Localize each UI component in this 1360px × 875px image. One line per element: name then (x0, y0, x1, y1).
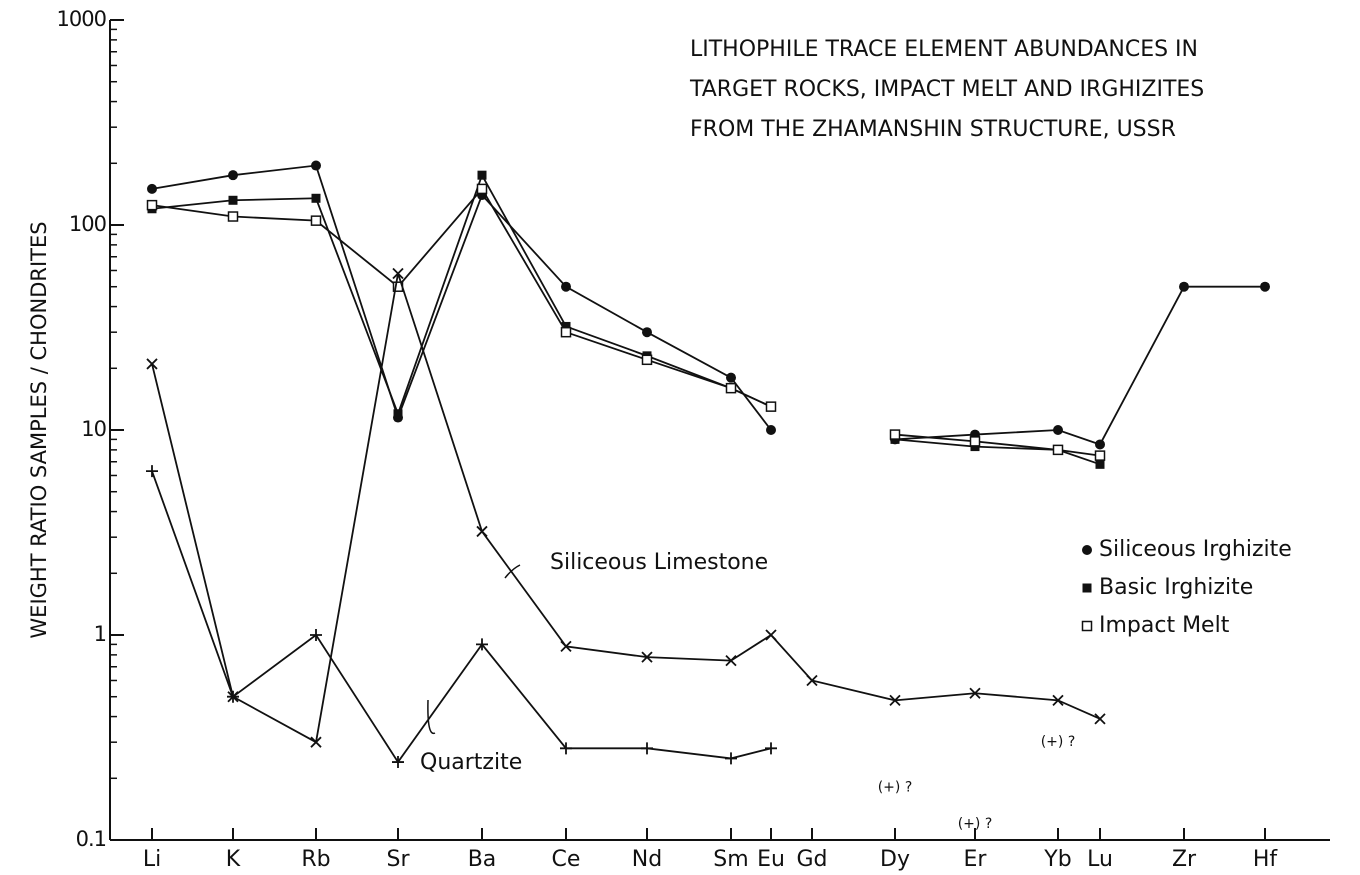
marker (641, 742, 653, 755)
marker (228, 195, 238, 205)
series-line (151, 187, 1101, 457)
x-tick-label: Li (143, 847, 161, 872)
marker (392, 756, 404, 769)
marker (146, 199, 158, 211)
marker (392, 267, 404, 280)
marker (311, 160, 321, 171)
marker (393, 409, 403, 419)
x-tick-label: Er (964, 847, 988, 872)
chart-title: LITHOPHILE TRACE ELEMENT ABUNDANCES IN (690, 37, 1198, 62)
marker (477, 170, 487, 180)
marker (766, 425, 776, 435)
chart-title: TARGET ROCKS, IMPACT MELT AND IRGHIZITES (689, 77, 1204, 102)
marker (725, 382, 737, 394)
x-tick-label: Ba (468, 847, 497, 872)
marker (1179, 281, 1189, 292)
marker (560, 326, 572, 338)
marker (560, 640, 572, 653)
x-tick-label: Lu (1087, 847, 1113, 872)
marker (1095, 439, 1105, 450)
marker (1095, 459, 1105, 469)
marker (726, 372, 736, 383)
marker (806, 674, 818, 687)
marker (1052, 444, 1064, 456)
marker (560, 742, 572, 755)
x-tick-label: Zr (1172, 847, 1197, 872)
marker (642, 327, 652, 338)
legend-label: Basic Irghizite (1099, 575, 1253, 600)
x-tick-label: Dy (880, 847, 910, 872)
leader-line (504, 564, 521, 579)
x-tick-label: Sm (713, 847, 748, 872)
annotation: (+) ? (878, 780, 913, 796)
marker (765, 629, 777, 641)
series-line (151, 273, 1101, 744)
y-axis-label: WEIGHT RATIO SAMPLES / CHONDRITES (27, 221, 51, 638)
marker (227, 211, 239, 222)
y-tick-label: 1 (94, 622, 106, 646)
annotation: (+) ? (958, 816, 993, 832)
chart-title: FROM THE ZHAMANSHIN STRUCTURE, USSR (690, 117, 1176, 142)
marker (765, 742, 777, 755)
x-tick-label: Sr (386, 847, 410, 872)
marker (1053, 425, 1063, 435)
series-label: Quartzite (420, 750, 522, 775)
annotation: (+) ? (1041, 734, 1076, 750)
marker (146, 358, 158, 370)
marker (969, 436, 981, 447)
marker (228, 170, 238, 181)
marker (765, 401, 777, 412)
leader-line (427, 699, 436, 735)
marker (310, 629, 322, 641)
y-tick-label: 0.1 (76, 827, 106, 851)
marker (725, 654, 737, 667)
marker (969, 687, 981, 699)
y-tick-label: 10 (81, 417, 106, 441)
marker (147, 183, 157, 194)
marker (476, 183, 488, 195)
marker (1082, 583, 1092, 593)
x-tick-label: K (226, 847, 241, 872)
x-tick-label: Gd (796, 847, 827, 872)
marker (227, 690, 239, 703)
marker (725, 752, 737, 765)
x-tick-label: Yb (1043, 847, 1071, 872)
marker (641, 354, 653, 366)
legend-label: Siliceous Irghizite (1099, 537, 1292, 562)
series-line (151, 470, 772, 764)
series-label: Siliceous Limestone (550, 550, 768, 575)
marker (1094, 713, 1106, 725)
x-tick-label: Eu (757, 847, 785, 872)
marker (1094, 450, 1106, 461)
marker (889, 694, 901, 706)
marker (561, 281, 571, 292)
marker (146, 465, 158, 478)
marker (476, 525, 488, 538)
x-tick-label: Hf (1253, 847, 1279, 872)
y-tick-label: 100 (69, 212, 106, 236)
x-tick-label: Ce (552, 847, 581, 872)
marker (1082, 545, 1092, 555)
y-tick-label: 1000 (57, 7, 106, 31)
marker (561, 321, 571, 331)
marker (889, 429, 901, 440)
marker (1260, 281, 1270, 292)
marker (641, 651, 653, 663)
marker (310, 736, 322, 748)
marker (310, 215, 322, 226)
marker (311, 193, 321, 203)
legend-label: Impact Melt (1099, 613, 1230, 638)
marker (476, 638, 488, 651)
x-tick-label: Rb (301, 847, 330, 872)
marker (1052, 694, 1064, 706)
marker (1081, 620, 1093, 632)
x-tick-label: Nd (632, 847, 662, 872)
